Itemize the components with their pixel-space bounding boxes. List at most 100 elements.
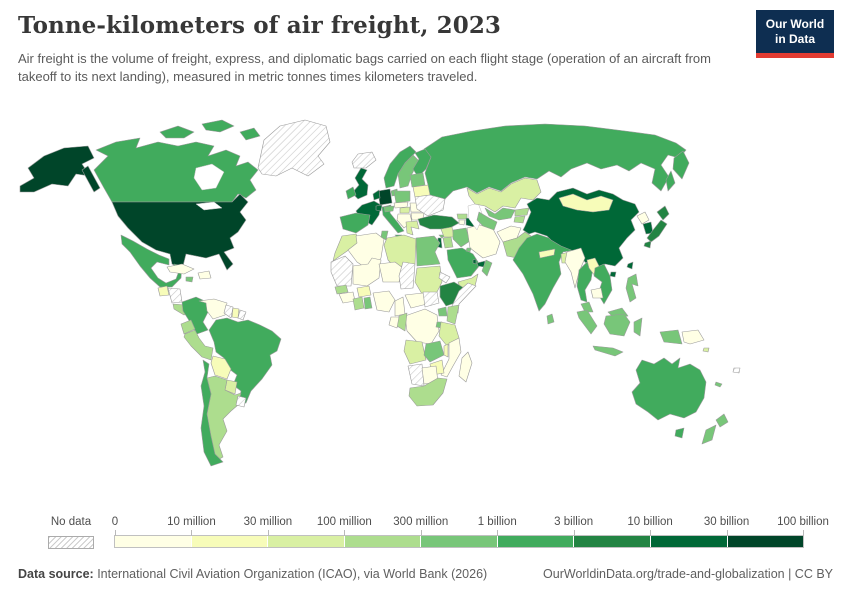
country-png[interactable]: [681, 329, 705, 345]
country-mg[interactable]: [458, 351, 473, 383]
country-nz[interactable]: [715, 413, 729, 428]
country-iq[interactable]: [452, 227, 471, 248]
country-hu[interactable]: [399, 206, 411, 214]
country-hn[interactable]: [167, 287, 183, 304]
country-ao[interactable]: [403, 339, 427, 365]
country-tm[interactable]: [476, 211, 498, 231]
country-us[interactable]: [111, 193, 249, 271]
country-af[interactable]: [496, 225, 522, 243]
country-cn[interactable]: [522, 187, 640, 273]
country-kg[interactable]: [514, 207, 530, 217]
country-in[interactable]: [512, 233, 578, 312]
legend-cell[interactable]: [115, 536, 191, 547]
country-bf[interactable]: [356, 285, 372, 298]
country-ie[interactable]: [345, 186, 357, 200]
legend-cell[interactable]: [650, 536, 727, 547]
country-id[interactable]: [592, 345, 624, 357]
legend-cell[interactable]: [421, 536, 497, 547]
credit-link[interactable]: OurWorldinData.org/trade-and-globalizati…: [543, 567, 833, 581]
country-ci[interactable]: [352, 296, 365, 311]
country-co[interactable]: [181, 296, 209, 335]
country-cz[interactable]: [393, 201, 409, 209]
country-ke[interactable]: [446, 304, 460, 325]
country-ca[interactable]: [93, 137, 259, 203]
country-sb[interactable]: [702, 347, 710, 353]
country-hisp[interactable]: [197, 270, 212, 280]
legend-cell[interactable]: [268, 536, 344, 547]
country-am[interactable]: [458, 219, 466, 226]
country-id[interactable]: [659, 329, 683, 345]
country-uk[interactable]: [351, 167, 369, 200]
country-jp[interactable]: [646, 219, 668, 243]
country-ph[interactable]: [625, 273, 639, 303]
legend-cell[interactable]: [191, 536, 268, 547]
country-gn[interactable]: [338, 291, 356, 304]
country-ru[interactable]: [672, 150, 690, 180]
country-jp[interactable]: [656, 205, 670, 221]
country-ve[interactable]: [198, 298, 228, 320]
country-np[interactable]: [538, 248, 556, 259]
country-na[interactable]: [407, 363, 425, 387]
country-ca[interactable]: [201, 119, 235, 133]
country-om[interactable]: [481, 259, 493, 277]
country-bo[interactable]: [210, 355, 232, 380]
country-bnl[interactable]: [372, 189, 381, 201]
country-ca[interactable]: [239, 127, 261, 141]
country-mw[interactable]: [443, 343, 449, 358]
country-cm[interactable]: [394, 296, 406, 317]
country-au[interactable]: [674, 427, 685, 439]
country-nz[interactable]: [701, 424, 717, 445]
country-ec[interactable]: [180, 319, 196, 335]
country-cg[interactable]: [396, 312, 408, 332]
country-zm[interactable]: [423, 340, 445, 363]
country-jp[interactable]: [643, 240, 652, 249]
country-ge[interactable]: [456, 213, 468, 220]
country-sr[interactable]: [231, 307, 240, 319]
country-kp[interactable]: [636, 211, 650, 225]
country-id[interactable]: [576, 309, 598, 335]
country-sd[interactable]: [414, 265, 443, 297]
country-gy[interactable]: [223, 304, 234, 319]
country-sa[interactable]: [446, 247, 481, 279]
country-ch[interactable]: [375, 204, 383, 212]
country-ir[interactable]: [466, 224, 501, 259]
country-id[interactable]: [633, 317, 643, 337]
country-jo[interactable]: [442, 236, 454, 249]
country-kw[interactable]: [465, 247, 472, 253]
country-us[interactable]: [81, 165, 101, 193]
country-mr[interactable]: [330, 255, 354, 287]
country-gh[interactable]: [363, 296, 373, 310]
country-id[interactable]: [603, 313, 631, 337]
country-cd[interactable]: [404, 308, 440, 345]
country-pe[interactable]: [183, 329, 214, 361]
country-ng[interactable]: [372, 290, 396, 313]
country-td[interactable]: [398, 261, 416, 290]
legend-cell[interactable]: [727, 536, 804, 547]
country-tr[interactable]: [417, 214, 460, 230]
country-gr[interactable]: [405, 220, 420, 236]
country-mm[interactable]: [564, 247, 586, 289]
country-cu[interactable]: [166, 263, 195, 275]
country-us[interactable]: [19, 145, 95, 193]
country-ca[interactable]: [159, 125, 195, 139]
country-at[interactable]: [383, 205, 395, 213]
country-gl[interactable]: [257, 119, 331, 177]
country-er[interactable]: [438, 271, 451, 284]
country-qa[interactable]: [472, 258, 477, 265]
country-ss[interactable]: [422, 291, 440, 308]
country-pl[interactable]: [393, 190, 411, 204]
country-nc[interactable]: [714, 381, 723, 388]
country-sn[interactable]: [334, 284, 349, 295]
legend-cell[interactable]: [497, 536, 574, 547]
country-kz[interactable]: [466, 177, 542, 213]
legend-cell[interactable]: [344, 536, 421, 547]
country-lk[interactable]: [546, 313, 555, 325]
country-tj[interactable]: [513, 215, 526, 224]
country-eg[interactable]: [415, 235, 441, 267]
country-au[interactable]: [631, 357, 707, 421]
country-mz[interactable]: [440, 337, 462, 378]
country-kh[interactable]: [590, 287, 604, 299]
country-gt[interactable]: [157, 285, 170, 297]
country-ga[interactable]: [388, 316, 400, 329]
country-fj[interactable]: [732, 367, 741, 374]
